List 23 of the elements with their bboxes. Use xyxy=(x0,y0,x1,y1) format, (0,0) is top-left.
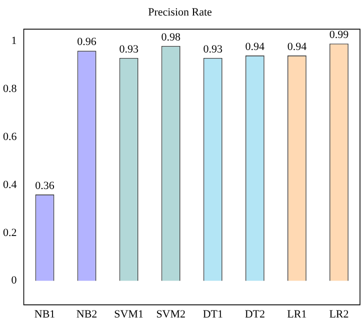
chart-title: Precision Rate xyxy=(148,6,212,18)
x-tick-label: DT2 xyxy=(244,308,266,320)
data-label: 0.98 xyxy=(161,31,181,44)
y-tick-label: 0.2 xyxy=(3,226,17,239)
data-label: 0.99 xyxy=(329,28,350,41)
y-tick-label: 0.4 xyxy=(3,178,18,191)
y-tick-label: 0 xyxy=(11,274,18,287)
x-tick-label: LR1 xyxy=(287,308,307,320)
data-label: 0.36 xyxy=(35,180,55,192)
x-tick-label: SVM2 xyxy=(156,308,186,320)
data-label: 0.94 xyxy=(287,40,308,53)
y-tick-label: 0.8 xyxy=(3,83,18,96)
data-label: 0.93 xyxy=(119,43,139,56)
data-label: 0.93 xyxy=(203,43,224,56)
y-tick-label: 1 xyxy=(11,35,17,48)
x-tick-label: NB2 xyxy=(76,308,98,320)
x-tick-label: DT1 xyxy=(202,308,223,320)
x-tick-label: LR2 xyxy=(329,308,349,320)
x-tick-label: SVM1 xyxy=(114,308,144,320)
data-label: 0.96 xyxy=(77,36,97,48)
x-tick-label: NB1 xyxy=(34,308,56,320)
y-tick-label: 0.6 xyxy=(3,130,18,143)
data-label: 0.94 xyxy=(245,40,266,53)
